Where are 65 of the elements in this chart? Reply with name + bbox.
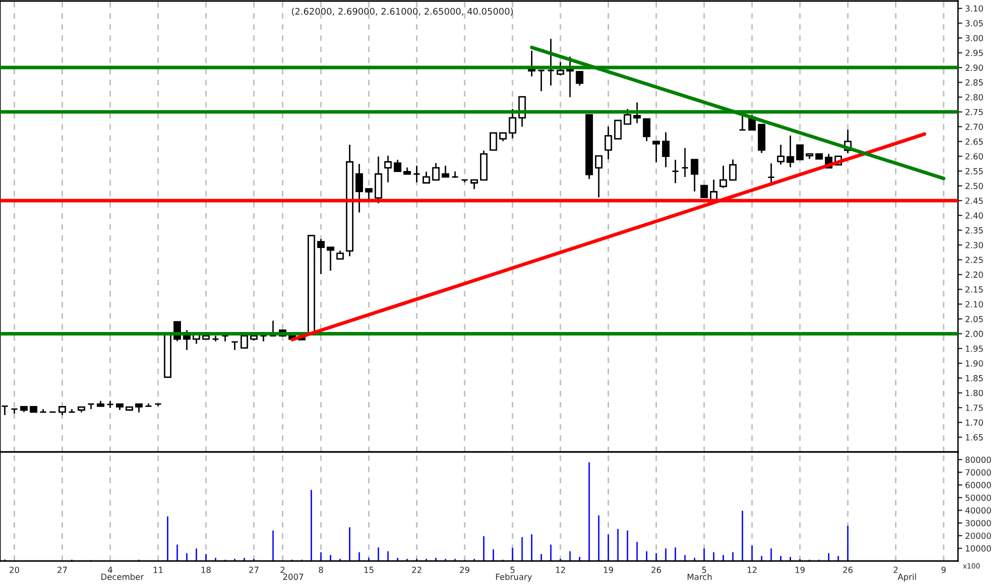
- y-tick-label: 2.10: [966, 301, 983, 308]
- y-tick-label: 2.70: [966, 124, 983, 130]
- y-tick-label: 2.05: [966, 316, 983, 322]
- y-tick-label: 2.75: [966, 108, 983, 116]
- y-tick-label: 2.20: [966, 272, 983, 278]
- x-tick-label: 5: [510, 566, 514, 574]
- x-tick-label: 19: [796, 566, 805, 574]
- x-tick-label: 12: [748, 566, 756, 573]
- y-tick-label: 40000: [965, 507, 991, 514]
- x-tick-label: 11: [154, 566, 163, 573]
- x-tick-label: 2: [894, 566, 898, 573]
- text: April: [898, 574, 916, 582]
- y-tick-label: 2.55: [966, 168, 983, 174]
- x-tick-label: 22: [412, 566, 422, 573]
- y-tick-label: 2.85: [966, 79, 983, 86]
- y-tick-label: 30000: [966, 520, 991, 526]
- x-tick-label: 29: [460, 566, 470, 574]
- y-tick-label: 2.65: [966, 138, 983, 145]
- x-tick-label: 27: [58, 566, 67, 573]
- y-tick-label: 1.70: [966, 419, 983, 426]
- y-tick-label: 1.90: [966, 360, 983, 367]
- y-tick-label: 2.25: [966, 256, 983, 264]
- x-tick-label: 27: [249, 566, 258, 573]
- x-tick-label: 9: [942, 566, 946, 574]
- text: December: [101, 574, 144, 580]
- y-tick-label: 2.35: [966, 227, 983, 234]
- y-tick-label: 2.95: [966, 50, 983, 56]
- text: March: [688, 574, 712, 580]
- x-tick-label: 5: [702, 566, 706, 574]
- x-tick-label: 4: [108, 566, 112, 573]
- text: 2007: [283, 574, 304, 580]
- y-tick-label: 3.05: [966, 20, 983, 26]
- y-tick-label: 2.80: [966, 94, 983, 100]
- y-tick-label: 60000: [966, 482, 991, 488]
- y-tick-label: 50000: [966, 494, 991, 501]
- y-tick-label: 3.10: [966, 5, 983, 12]
- y-tick-label: 70000: [966, 469, 991, 476]
- y-tick-label: 2.50: [966, 182, 983, 190]
- x-tick-label: 26: [652, 566, 662, 574]
- y-tick-label: 2.60: [966, 153, 983, 160]
- y-tick-label: 1.85: [966, 375, 983, 382]
- y-tick-label: 20000: [966, 532, 991, 539]
- x-tick-label: 15: [364, 566, 374, 574]
- y-tick-label: 2.00: [966, 330, 983, 337]
- x-tick-label: 19: [604, 566, 614, 574]
- y-tick-label: 2.30: [966, 242, 983, 248]
- x-tick-label: 8: [318, 566, 324, 574]
- x-tick-label: 26: [843, 566, 853, 574]
- x-tick-label: 20: [10, 566, 20, 574]
- y-tick-label: 10000: [966, 545, 991, 552]
- y-tick-label: 2.90: [966, 64, 983, 71]
- text: (2.62000, 2.69000, 2.61000, 2.65000, 40.05000): [292, 8, 513, 16]
- x-tick-label: 18: [202, 566, 211, 574]
- y-tick-label: 80000: [966, 456, 991, 463]
- y-tick-label: 3.00: [966, 34, 983, 42]
- x-tick-label: 12: [556, 566, 565, 573]
- y-tick-label: 2.40: [966, 212, 983, 219]
- text: February: [496, 574, 532, 582]
- y-tick-label: 1.95: [966, 345, 983, 352]
- y-tick-label: 2.45: [966, 198, 983, 204]
- y-tick-label: 1.80: [966, 390, 983, 396]
- y-tick-label: 1.65: [966, 434, 983, 440]
- y-tick-label: 2.15: [966, 286, 983, 293]
- x-tick-label: 2: [280, 566, 284, 573]
- y-tick-label: 1.75: [966, 404, 983, 411]
